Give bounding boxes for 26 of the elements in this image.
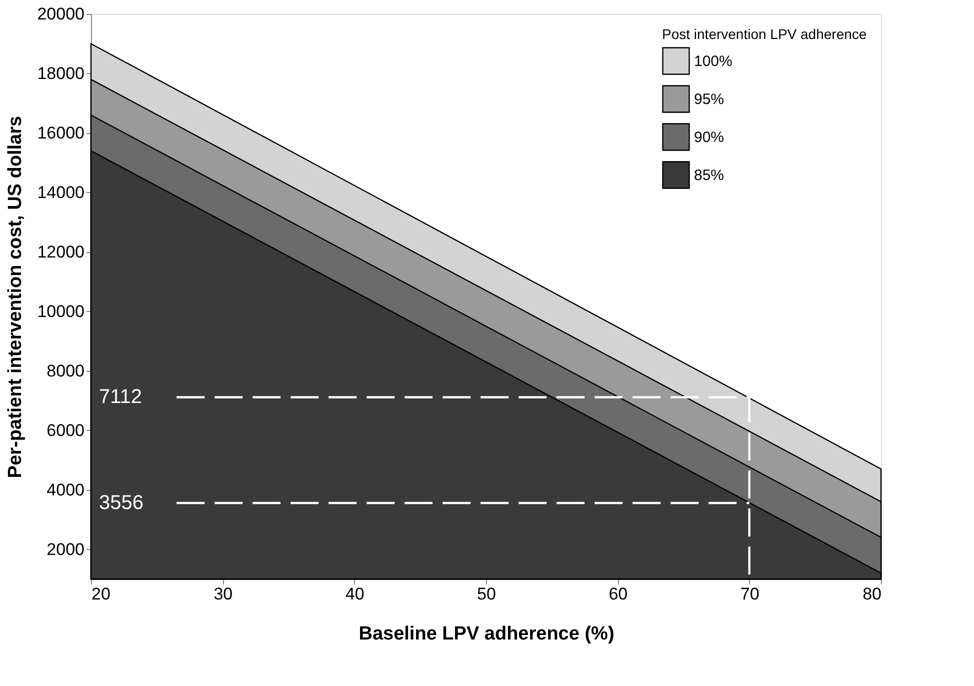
annotation: 7112 bbox=[99, 386, 142, 408]
y-tick-label: 14000 bbox=[37, 182, 84, 202]
y-tick-label: 18000 bbox=[37, 64, 84, 83]
y-tick-label: 20000 bbox=[37, 4, 84, 24]
legend-label: 85% bbox=[694, 167, 724, 184]
y-tick-label: 16000 bbox=[37, 123, 84, 142]
y-tick-label: 10000 bbox=[37, 302, 84, 321]
x-tick-label: 30 bbox=[214, 584, 233, 604]
y-tick-label: 6000 bbox=[46, 420, 84, 440]
y-tick-label: 12000 bbox=[37, 242, 84, 262]
legend-label: 100% bbox=[694, 53, 732, 70]
legend-title: Post intervention LPV adherence bbox=[662, 26, 867, 42]
x-tick-label: 20 bbox=[92, 584, 110, 604]
y-tick-label: 8000 bbox=[46, 361, 84, 380]
x-tick-label: 60 bbox=[608, 584, 628, 604]
x-tick-label: 70 bbox=[740, 584, 760, 604]
legend-label: 90% bbox=[694, 129, 724, 146]
legend-label: 95% bbox=[694, 91, 724, 108]
x-tick-label: 40 bbox=[345, 584, 364, 604]
x-tick-label: 80 bbox=[862, 584, 882, 604]
x-axis-title: Baseline LPV adherence (%) bbox=[358, 624, 614, 644]
y-axis-title: Per-patient intervention cost, US dollars bbox=[5, 116, 26, 478]
annotation: 3556 bbox=[99, 492, 144, 514]
y-tick-label: 2000 bbox=[46, 540, 84, 559]
y-tick-label: 4000 bbox=[46, 480, 84, 500]
x-tick-label: 50 bbox=[477, 584, 496, 604]
